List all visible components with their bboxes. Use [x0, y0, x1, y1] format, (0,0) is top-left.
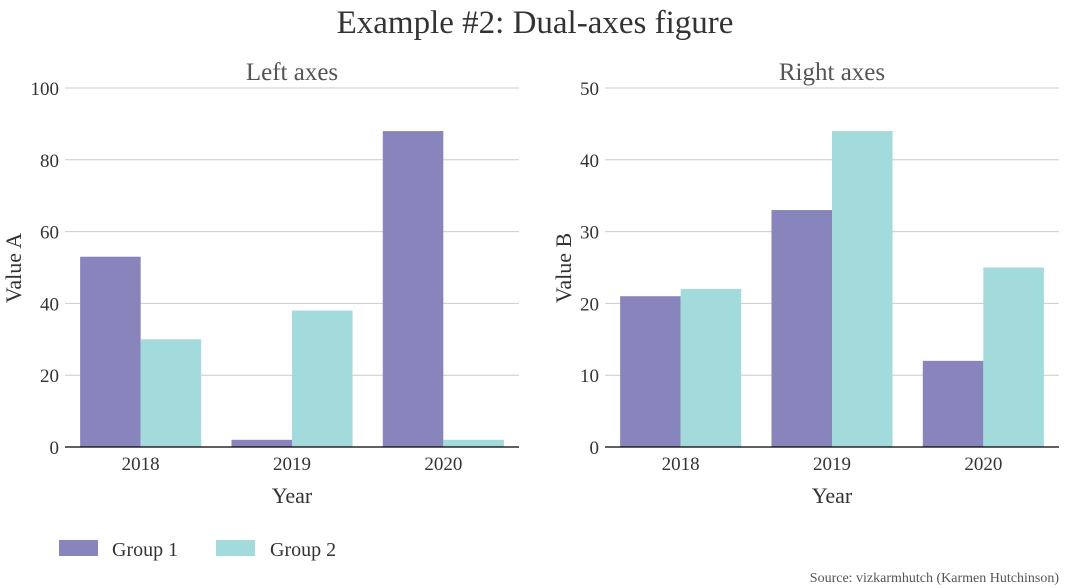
- right-ytick-label: 0: [590, 438, 600, 459]
- right-ytick-label: 10: [580, 366, 599, 387]
- left-ytick-label: 80: [40, 151, 59, 172]
- legend-swatch-group-2: [216, 540, 255, 556]
- figure-title: Example #2: Dual-axes figure: [337, 5, 734, 41]
- left-axes-panel: Left axes Year Value A 0 20 40 60 80 100 2018 2…: [1, 59, 519, 508]
- right-bar-group-1-2019: [771, 210, 832, 447]
- legend-label-group-2: Group 2: [270, 539, 336, 561]
- left-ytick-label: 100: [31, 79, 60, 100]
- left-ytick-label: 60: [40, 223, 59, 244]
- left-xtick-label: 2019: [273, 454, 311, 475]
- right-axes-title: Right axes: [779, 59, 885, 86]
- source-note: Source: vizkarmhutch (Karmen Hutchinson): [810, 571, 1060, 586]
- left-xtick-label: 2020: [424, 454, 462, 475]
- right-bar-group-2-2019: [832, 131, 893, 447]
- left-xtick-label: 2018: [122, 454, 160, 475]
- left-bar-group-2-2020: [443, 439, 504, 447]
- legend: Group 1 Group 2: [59, 539, 336, 561]
- legend-label-group-1: Group 1: [112, 539, 178, 561]
- legend-swatch-group-1: [59, 540, 98, 556]
- right-bar-group-2-2020: [983, 267, 1044, 447]
- right-xtick-label: 2019: [813, 454, 851, 475]
- right-axes-xlabel: Year: [812, 483, 853, 508]
- right-xtick-label: 2018: [662, 454, 700, 475]
- right-bar-group-1-2020: [922, 360, 984, 447]
- right-axes-panel: Right axes Year Value B 0 10 20 30 40 50 2018 2…: [551, 59, 1059, 508]
- left-bar-group-2-2018: [140, 339, 202, 447]
- right-ytick-label: 40: [580, 151, 599, 172]
- left-axes-xlabel: Year: [272, 483, 313, 508]
- right-xtick-label: 2020: [964, 454, 1002, 475]
- left-ytick-label: 40: [40, 294, 59, 315]
- left-axes-title: Left axes: [246, 59, 338, 86]
- right-ytick-label: 30: [580, 223, 599, 244]
- left-axes-ylabel: Value A: [1, 233, 26, 303]
- left-ytick-label: 20: [40, 366, 59, 387]
- left-ytick-label: 0: [50, 438, 60, 459]
- left-bar-group-1-2019: [231, 439, 292, 447]
- right-axes-ylabel: Value B: [551, 233, 576, 303]
- left-bar-group-2-2019: [292, 310, 353, 447]
- left-bar-group-1-2020: [382, 131, 444, 447]
- left-bar-group-1-2018: [80, 256, 141, 447]
- right-bar-group-1-2018: [620, 296, 681, 447]
- right-ytick-label: 20: [580, 294, 599, 315]
- right-bar-group-2-2018: [680, 289, 742, 447]
- right-ytick-label: 50: [580, 79, 599, 100]
